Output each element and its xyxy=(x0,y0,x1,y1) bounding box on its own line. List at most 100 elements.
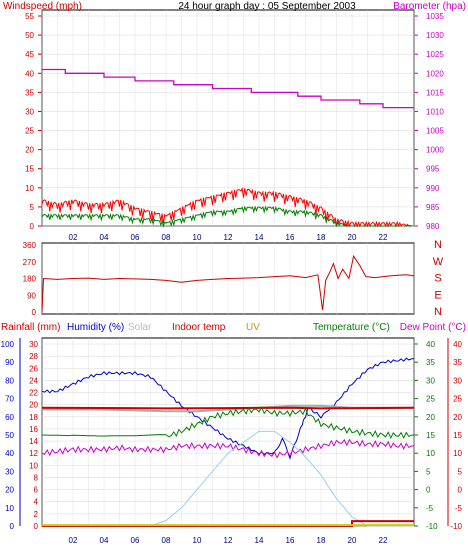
direction-tick-label: 180 xyxy=(23,275,37,284)
direction-tick-label: 270 xyxy=(23,258,37,267)
x-tick-label: 08 xyxy=(162,233,171,242)
humidity-tick-label: 80 xyxy=(5,376,14,385)
wind-axis-label: Windspeed (mph) xyxy=(3,1,82,12)
dewpoint-tick-label: 30 xyxy=(453,376,462,385)
humidity-tick-label: 70 xyxy=(5,395,14,404)
humidity-tick-label: 20 xyxy=(5,486,14,495)
x-tick-label: 18 xyxy=(317,536,326,545)
x-tick-label: 14 xyxy=(255,536,264,545)
series-dew_point xyxy=(41,438,415,459)
rain-tick-label: 18 xyxy=(29,413,38,422)
humidity-tick-label: 50 xyxy=(5,431,14,440)
direction-compass-letter: N xyxy=(434,306,442,318)
chart-title: 24 hour graph day : 05 September 2003 xyxy=(178,1,356,12)
x-tick-label: 04 xyxy=(100,536,109,545)
series-solar_curve xyxy=(42,430,414,527)
chart-series xyxy=(41,68,415,527)
temp-tick-label: -10 xyxy=(426,522,438,531)
baro-tick-label: 990 xyxy=(426,184,440,193)
x-tick-label: 12 xyxy=(224,536,233,545)
x-tick-label: 10 xyxy=(193,536,202,545)
x-tick-label: 18 xyxy=(317,233,326,242)
x-tick-label: 08 xyxy=(162,536,171,545)
baro-tick-label: 995 xyxy=(426,165,440,174)
baro-tick-label: 1015 xyxy=(426,88,444,97)
rain-tick-label: 2 xyxy=(34,510,39,519)
rain-tick-label: 8 xyxy=(34,473,39,482)
chart-text: 0510152025303540455055980985990995100010… xyxy=(1,1,466,545)
solar-label: Solar xyxy=(128,322,152,333)
temp-tick-label: 0 xyxy=(426,486,431,495)
x-tick-label: 04 xyxy=(100,233,109,242)
baro-tick-label: 1020 xyxy=(426,69,444,78)
wind-tick-label: 55 xyxy=(25,12,34,21)
temp-tick-label: 30 xyxy=(426,376,435,385)
series-wind_max xyxy=(41,187,413,228)
baro-tick-label: 1035 xyxy=(426,12,444,21)
wind-tick-label: 45 xyxy=(25,50,34,59)
wind-tick-label: 15 xyxy=(25,165,34,174)
dewpoint-axis-label: Dew Point (°C) xyxy=(400,322,466,333)
rain-tick-label: 0 xyxy=(34,522,39,531)
dewpoint-tick-label: 15 xyxy=(453,431,462,440)
x-tick-label: 02 xyxy=(69,233,78,242)
wind-tick-label: 40 xyxy=(25,69,34,78)
x-tick-label: 06 xyxy=(131,233,140,242)
dewpoint-tick-label: 0 xyxy=(458,486,463,495)
x-tick-label: 22 xyxy=(379,233,388,242)
wind-tick-label: 20 xyxy=(25,146,34,155)
barometer-axis-label: Barometer (hpa) xyxy=(393,1,466,12)
x-tick-label: 20 xyxy=(348,233,357,242)
temp-tick-label: 25 xyxy=(426,395,435,404)
x-tick-label: 16 xyxy=(286,536,295,545)
baro-tick-label: 1030 xyxy=(426,31,444,40)
rain-tick-label: 28 xyxy=(29,352,38,361)
x-tick-label: 12 xyxy=(224,233,233,242)
direction-compass-letter: W xyxy=(433,256,444,268)
baro-tick-label: 980 xyxy=(426,222,440,231)
wind-tick-label: 35 xyxy=(25,88,34,97)
rain-tick-label: 26 xyxy=(29,364,38,373)
temp-tick-label: 40 xyxy=(426,340,435,349)
dewpoint-tick-label: 20 xyxy=(453,413,462,422)
dewpoint-tick-label: -5 xyxy=(455,504,463,513)
rain-tick-label: 6 xyxy=(34,486,39,495)
temp-tick-label: 15 xyxy=(426,431,435,440)
temp-tick-label: 10 xyxy=(426,449,435,458)
temperature-axis-label: Temperature (°C) xyxy=(313,322,390,333)
rain-tick-label: 14 xyxy=(29,437,38,446)
rain-tick-label: 10 xyxy=(29,461,38,470)
temp-tick-label: 35 xyxy=(426,358,435,367)
baro-tick-label: 1025 xyxy=(426,50,444,59)
dewpoint-tick-label: 5 xyxy=(458,467,463,476)
temp-tick-label: -5 xyxy=(426,504,434,513)
direction-compass-letter: E xyxy=(434,289,441,301)
series-wind_avg xyxy=(41,205,413,228)
x-tick-label: 14 xyxy=(255,233,264,242)
x-tick-label: 22 xyxy=(379,536,388,545)
direction-tick-label: 90 xyxy=(27,291,36,300)
humidity-tick-label: 60 xyxy=(5,413,14,422)
x-tick-label: 16 xyxy=(286,233,295,242)
wind-tick-label: 25 xyxy=(25,127,34,136)
humidity-axis-label: Humidity (%) xyxy=(67,322,124,333)
humidity-tick-label: 10 xyxy=(5,504,14,513)
dewpoint-tick-label: 40 xyxy=(453,340,462,349)
dewpoint-tick-label: 10 xyxy=(453,449,462,458)
temp-tick-label: 5 xyxy=(426,467,431,476)
wind-tick-label: 10 xyxy=(25,184,34,193)
series-temperature xyxy=(41,406,415,440)
rain-tick-label: 16 xyxy=(29,425,38,434)
direction-compass-letter: S xyxy=(434,273,441,285)
x-tick-label: 02 xyxy=(69,536,78,545)
humidity-tick-label: 90 xyxy=(5,358,14,367)
humidity-tick-label: 0 xyxy=(10,522,15,531)
rain-tick-label: 12 xyxy=(29,449,38,458)
x-tick-label: 06 xyxy=(131,536,140,545)
direction-tick-label: 360 xyxy=(23,241,37,250)
series-barometer xyxy=(42,68,414,109)
dewpoint-tick-label: 25 xyxy=(453,395,462,404)
rain-tick-label: 30 xyxy=(29,340,38,349)
wind-tick-label: 5 xyxy=(30,203,35,212)
